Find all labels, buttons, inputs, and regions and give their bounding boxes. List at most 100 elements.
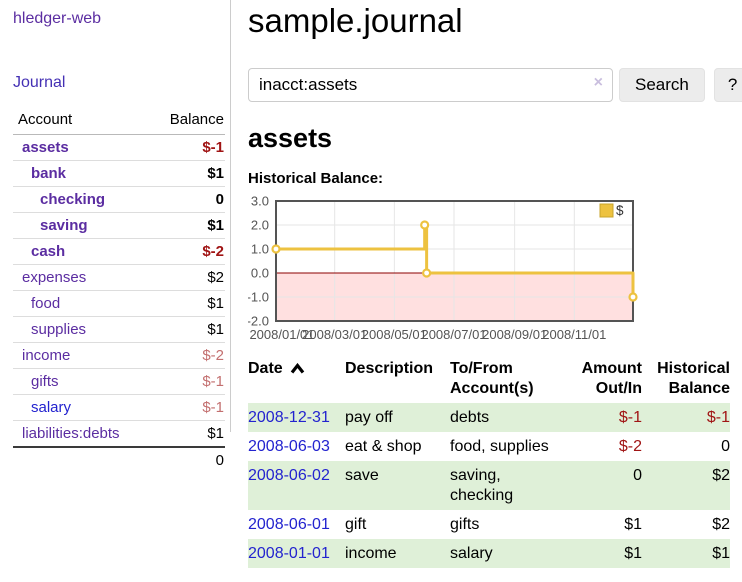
account-balance: $-1	[148, 134, 225, 161]
transaction-date-cell: 2008-06-01	[248, 510, 345, 539]
transaction-date-link[interactable]: 2008-12-31	[248, 408, 330, 426]
account-link[interactable]: supplies	[31, 321, 87, 338]
transaction-accounts: gifts	[450, 515, 480, 533]
account-balance: $1	[148, 316, 225, 343]
account-balance: $-1	[148, 394, 225, 421]
transaction-date-cell: 2008-06-02	[248, 461, 345, 510]
register-header-amount: Amount Out/In	[581, 359, 642, 397]
transaction-row: 2008-01-01 income salary $1 $1	[248, 538, 730, 568]
transaction-accounts: salary	[450, 544, 493, 562]
svg-text:-1.0: -1.0	[248, 289, 269, 304]
search-box: ×	[248, 67, 613, 102]
register-header-date: Date	[248, 357, 345, 403]
transaction-description: pay off	[345, 408, 393, 426]
transaction-date-link[interactable]: 2008-06-02	[248, 466, 330, 484]
transaction-date-cell: 2008-06-03	[248, 432, 345, 461]
account-balance: $1	[148, 160, 225, 187]
brand-link[interactable]: hledger-web	[13, 10, 102, 27]
transaction-balance: $2	[712, 466, 730, 484]
sidebar-divider	[230, 0, 231, 432]
register-header-description: Description	[345, 359, 434, 377]
transaction-amount: 0	[633, 466, 642, 484]
search-input[interactable]	[248, 67, 613, 102]
account-row: liabilities:debts $1	[13, 420, 225, 448]
transaction-date-link[interactable]: 2008-06-01	[248, 515, 330, 533]
main-content: sample.journal × Search ? assets Histori…	[231, 0, 742, 582]
account-row: supplies $1	[13, 316, 225, 343]
account-link[interactable]: assets	[22, 139, 69, 156]
account-link[interactable]: expenses	[22, 269, 87, 286]
register-header-accounts: To/From Account(s)	[450, 359, 534, 397]
account-row: bank $1	[13, 160, 225, 187]
transaction-description: gift	[345, 515, 367, 533]
transaction-row: 2008-12-31 pay off debts $-1 $-1	[248, 402, 730, 432]
svg-text:0.0: 0.0	[251, 265, 269, 280]
clear-search-icon[interactable]: ×	[593, 73, 603, 91]
account-balance: $-1	[148, 368, 225, 395]
account-link[interactable]: saving	[40, 217, 88, 234]
transaction-balance: $1	[712, 544, 730, 562]
page-title: sample.journal	[248, 2, 463, 39]
register-table: Date Description To/From Account(s) Amou…	[248, 357, 730, 568]
svg-text:2008/01/01: 2008/01/01	[249, 327, 314, 342]
svg-text:2008/07/01: 2008/07/01	[421, 327, 486, 342]
account-balance: $1	[148, 290, 225, 317]
account-link[interactable]: checking	[40, 191, 106, 208]
transaction-balance: $-1	[706, 408, 730, 426]
transaction-date-cell: 2008-12-31	[248, 403, 345, 432]
accounts-total-balance: 0	[148, 446, 225, 473]
svg-text:2008/05/01: 2008/05/01	[362, 327, 427, 342]
register-header-row: Date Description To/From Account(s) Amou…	[248, 357, 730, 403]
chart-svg: 3.0 2.0 1.0 0.0 -1.0 -2.02008/01/012008/03/01…	[247, 193, 638, 342]
transaction-date-link[interactable]: 2008-06-03	[248, 437, 330, 455]
transaction-balance: $2	[712, 515, 730, 533]
svg-text:2008/09/01: 2008/09/01	[482, 327, 547, 342]
transaction-row: 2008-06-02 save saving, checking 0 $2	[248, 460, 730, 510]
account-link[interactable]: gifts	[31, 373, 59, 390]
account-row: saving $1	[13, 212, 225, 239]
sidebar-item-journal[interactable]: Journal	[13, 74, 66, 91]
account-balance: $-2	[148, 342, 225, 369]
account-heading: assets	[248, 122, 333, 153]
svg-text:-2.0: -2.0	[248, 313, 269, 328]
search-button[interactable]: Search	[619, 67, 705, 102]
account-link[interactable]: bank	[31, 165, 67, 182]
account-row: assets $-1	[13, 134, 225, 161]
svg-text:3.0: 3.0	[251, 195, 269, 209]
register-table-body: 2008-12-31 pay off debts $-1 $-1 2008-06-03 ea…	[248, 402, 730, 568]
account-balance: $1	[148, 420, 225, 448]
historical-balance-chart: 3.0 2.0 1.0 0.0 -1.0 -2.0 2008/01/01 2008/03/01…	[247, 193, 730, 345]
account-link[interactable]: food	[31, 295, 61, 312]
account-link[interactable]: cash	[31, 243, 66, 260]
svg-text:2008/03/01: 2008/03/01	[302, 327, 367, 342]
accounts-total-row: 0	[13, 446, 225, 473]
transaction-row: 2008-06-01 gift gifts $1 $2	[248, 510, 730, 539]
accounts-table: Account Balance assets $-1 bank $1 checking 0…	[13, 108, 225, 473]
transaction-amount: $-2	[618, 437, 642, 455]
account-link[interactable]: salary	[31, 399, 72, 416]
accounts-table-body: assets $-1 bank $1 checking 0 saving $1 cash $-2 e…	[13, 134, 225, 448]
account-row: checking 0	[13, 186, 225, 213]
svg-text:2008/11/01: 2008/11/01	[542, 327, 606, 342]
register-header-balance: Historical Balance	[657, 359, 730, 397]
transaction-date-cell: 2008-01-01	[248, 539, 345, 568]
search-form: × Search ?	[248, 67, 742, 102]
transaction-amount: $1	[624, 544, 642, 562]
account-row: cash $-2	[13, 238, 225, 265]
account-link[interactable]: liabilities:debts	[22, 425, 120, 442]
svg-text:1.0: 1.0	[251, 241, 269, 256]
account-row: salary $-1	[13, 394, 225, 421]
sort-by-date-link[interactable]: Date	[248, 359, 305, 379]
accounts-header-balance: Balance	[148, 108, 225, 135]
transaction-date-link[interactable]: 2008-01-01	[248, 544, 330, 562]
account-link[interactable]: income	[22, 347, 71, 364]
account-row: food $1	[13, 290, 225, 317]
accounts-header-row: Account Balance	[13, 108, 225, 135]
transaction-description: income	[345, 544, 397, 562]
transaction-amount: $1	[624, 515, 642, 533]
account-balance: $-2	[148, 238, 225, 265]
help-button[interactable]: ?	[713, 67, 742, 102]
transaction-accounts: debts	[450, 408, 490, 426]
sidebar: hledger-web Journal Account Balance asse…	[0, 0, 231, 582]
